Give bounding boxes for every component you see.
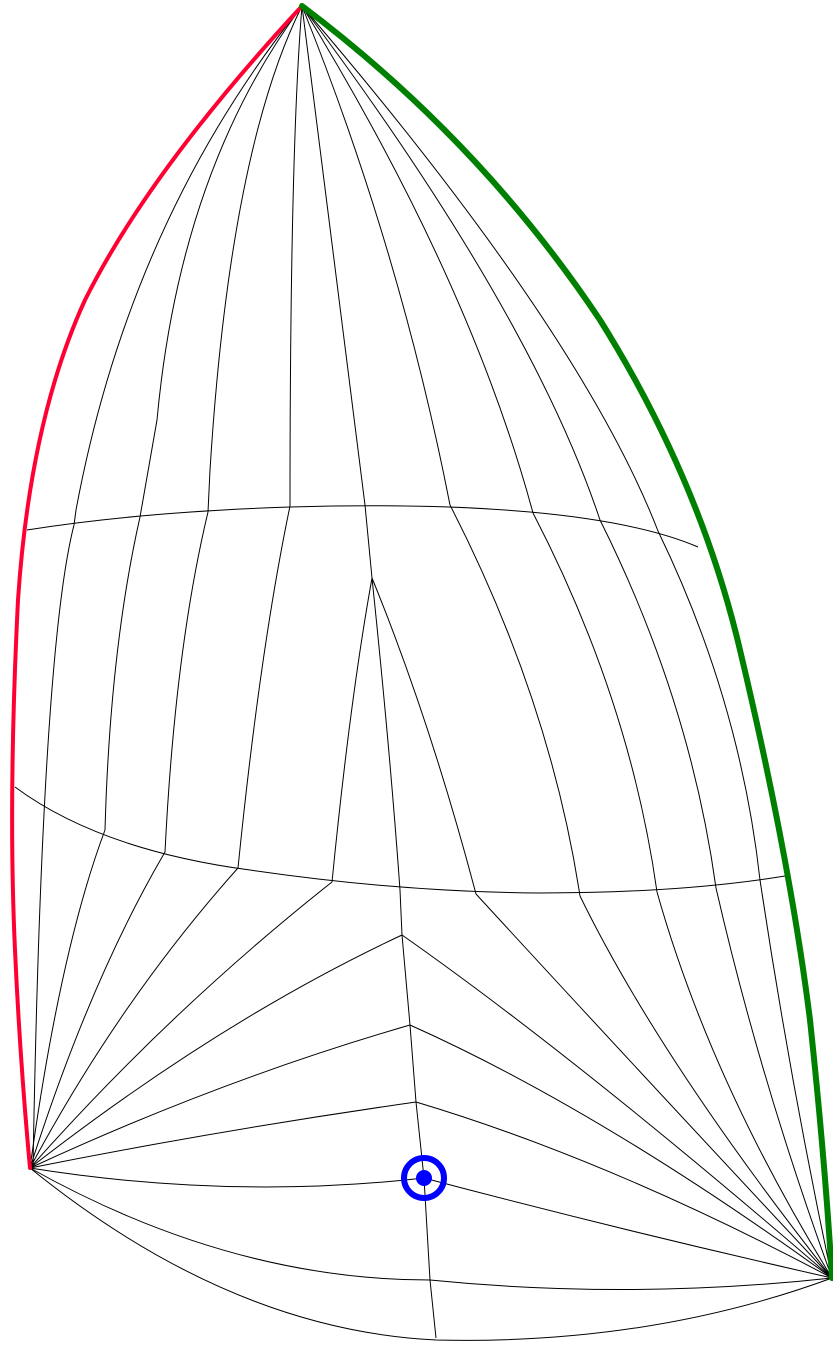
clew-seam [401,934,833,1279]
sail-luff-edge [10,4,304,1170]
tack-seam [29,1167,431,1281]
clew-seam [415,1101,833,1279]
sail-leech-edge [299,3,833,1281]
middle-seam [164,511,209,853]
tack-seam [29,881,333,1169]
head-seam [207,5,303,513]
middle-seam [331,577,373,883]
head-seam [289,5,303,507]
tack-seam [29,829,106,1169]
clew-seam [715,887,833,1279]
middle-seam [599,519,717,889]
tack-radial-seams [29,829,431,1281]
middle-seam [532,512,658,893]
center-vertical-seam [401,934,437,1339]
clew-radial-seams [401,879,833,1291]
clew-seam [423,1177,833,1279]
middle-seam [657,530,761,881]
clew-seam [429,1277,833,1291]
tack-seam [29,1167,425,1188]
middle-seam [104,516,141,831]
middle-seam [371,577,403,936]
tack-seam [29,867,239,1169]
head-seam [301,5,601,521]
head-seam [73,5,303,526]
clew-seam [656,891,833,1279]
middle-seam [449,504,581,897]
head-seam [301,5,659,532]
middle-section-seams [32,504,761,1169]
middle-seam [32,524,75,1169]
head-seam [301,5,534,514]
tack-seam [29,851,166,1169]
horizontal-seams [14,505,786,894]
target-ring-icon[interactable] [401,1155,447,1201]
head-seam [139,5,303,518]
clew-seam [759,879,833,1279]
head-radial-seams [73,5,659,579]
lower-horizontal-seam [14,786,786,894]
head-seam [301,5,373,579]
clew-seam [409,1024,833,1279]
tack-seam [29,1101,417,1169]
sail-foot-edge [29,1167,833,1341]
clew-seam [579,895,833,1279]
upper-horizontal-seam [26,505,699,548]
head-seam [301,5,451,506]
tack-seam [29,1024,411,1169]
middle-seam [237,505,291,869]
middle-seam [371,577,477,895]
clew-seam [475,893,833,1279]
tack-seam [29,934,403,1169]
